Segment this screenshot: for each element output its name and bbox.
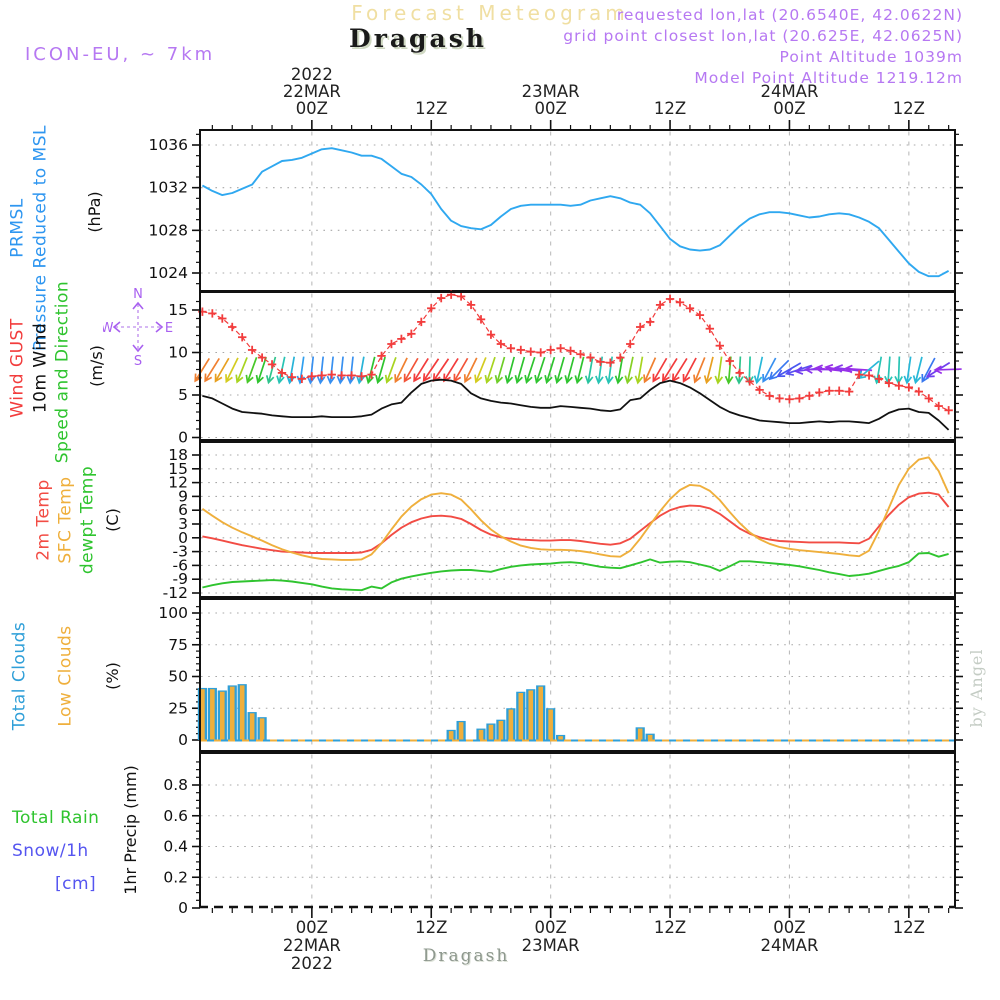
time-label-top: 24MAR — [760, 82, 818, 101]
meta-requested-lonlat: requested lon,lat (20.6540E, 42.0622N) — [616, 6, 963, 24]
snow-unit-label: [cm] — [55, 874, 97, 894]
precipitation-ytick-label: 0.4 — [163, 838, 188, 856]
station-title: Dragash — [349, 24, 487, 53]
time-label-top: 22MAR — [283, 82, 341, 101]
gust-line — [202, 294, 949, 411]
pressure-series-prmsl — [201, 147, 950, 278]
snow-1h-label: Snow/1h — [12, 841, 89, 861]
time-axis: 202222MAR00Z00Z22MAR202212Z12Z23MAR00Z00… — [211, 65, 950, 973]
time-label-top: 12Z — [654, 99, 686, 118]
precipitation-ytick-label: 0.8 — [163, 776, 188, 794]
temperature-ytick-label: 3 — [178, 515, 188, 533]
temperature-ytick-label: -6 — [173, 556, 188, 574]
temperature-ytick-label: 18 — [168, 446, 188, 464]
wind-ytick-label: 5 — [178, 386, 188, 404]
temperature-ytick-label: 15 — [168, 460, 188, 478]
wind-ytick-label: 15 — [168, 301, 188, 319]
credit-watermark: by Angel — [967, 648, 986, 728]
total-rain-label: Total Rain — [12, 808, 100, 828]
temperature-ytick-label: -3 — [173, 543, 188, 561]
wind-10m-label: 10m Wind — [30, 322, 51, 414]
meta-grid-point: grid point closest lon,lat (20.625E, 42.… — [563, 27, 963, 45]
time-label-bottom: 12Z — [415, 918, 447, 937]
temperature-ytick-label: -12 — [163, 584, 188, 602]
wind-panel: 0 5 10 15 — [168, 290, 963, 447]
time-label-top: 12Z — [415, 99, 447, 118]
low-clouds-label: Low Clouds — [55, 625, 76, 727]
time-label-top: 00Z — [534, 99, 566, 118]
temperature-ytick-label: 6 — [178, 501, 188, 519]
pressure-ytick-label: 1024 — [149, 264, 188, 282]
precipitation-ytick-label: 0 — [178, 899, 188, 917]
clouds-axis-unit: (%) — [103, 662, 122, 690]
time-label-bottom: 22MAR — [283, 936, 341, 955]
time-label-bottom: 12Z — [654, 918, 686, 937]
temp-dewpt-label: dewpt Temp — [77, 465, 98, 575]
page-watermark-title: Forecast Meteogram — [351, 1, 629, 25]
meta-point-altitude: Point Altitude 1039m — [779, 48, 963, 66]
cloud-bars — [197, 684, 655, 740]
time-label-bottom: 00Z — [534, 918, 566, 937]
temp-sfc-label: SFC Temp — [55, 476, 76, 564]
precipitation-panel: 0 0.2 0.4 0.6 0.8 — [163, 752, 963, 917]
compass-w: W — [103, 321, 114, 336]
time-label-bottom: 24MAR — [760, 936, 818, 955]
meta-model-point-altitude: Model Point Altitude 1219.12m — [694, 69, 963, 87]
time-label-top: 12Z — [893, 99, 925, 118]
precipitation-ytick-label: 0.6 — [163, 807, 188, 825]
pressure-ytick-label: 1028 — [149, 221, 188, 239]
temperature-series-2m-temp — [202, 491, 950, 554]
pressure-panel-label-prmsl: PRMSL — [7, 198, 28, 258]
temp-2m-label: 2m Temp — [33, 479, 54, 561]
precip-axis-unit: 1hr Precip (mm) — [121, 765, 140, 895]
model-label: ICON-EU, ~ 7km — [25, 44, 216, 65]
compass-e: E — [165, 321, 173, 336]
time-label-bottom: 00Z — [296, 918, 328, 937]
clouds-ytick-label: 75 — [168, 636, 188, 654]
time-label-top: 23MAR — [522, 82, 580, 101]
gust-plus-markers — [198, 290, 953, 415]
clouds-ytick-label: 100 — [158, 604, 188, 622]
time-label-bottom: 00Z — [773, 918, 805, 937]
pressure-ytick-label: 1032 — [149, 179, 188, 197]
footer-station-name: Dragash — [422, 946, 510, 966]
temperature-ytick-label: 9 — [178, 487, 188, 505]
time-label-top: 00Z — [773, 99, 805, 118]
clouds-panel: 0 25 50 75 100 — [158, 598, 963, 752]
clouds-ytick-label: 50 — [168, 668, 188, 686]
wind-ytick-label: 10 — [168, 344, 188, 362]
precipitation-ytick-label: 0.2 — [163, 868, 188, 886]
temperature-ytick-label: -9 — [173, 570, 188, 588]
time-label-bottom: 12Z — [893, 918, 925, 937]
clouds-ytick-label: 0 — [178, 731, 188, 749]
total-clouds-label: Total Clouds — [9, 621, 30, 731]
temp-axis-unit: (C) — [103, 508, 122, 532]
temperature-series-dewpt-temp — [202, 552, 949, 592]
wind-series-10m-wind — [202, 378, 950, 431]
wind-speed-direction-label: Speed and Direction — [52, 280, 73, 464]
wind-gust-label: Wind GUST — [7, 318, 28, 418]
temperature-ytick-label: 12 — [168, 474, 188, 492]
temperature-ytick-label: 0 — [178, 529, 188, 547]
time-label-bottom: 23MAR — [522, 936, 580, 955]
compass-n: N — [133, 288, 143, 302]
compass-s: S — [134, 354, 142, 368]
wind-direction-arrows — [194, 356, 962, 385]
clouds-ytick-label: 25 — [168, 699, 188, 717]
pressure-panel: 1024 1028 1032 1036 — [149, 129, 963, 292]
time-label-bottom: 2022 — [291, 954, 333, 973]
pressure-panel-label-long: Pressure Reduced to MSL — [30, 125, 51, 351]
time-label-top: 2022 — [291, 65, 333, 84]
temperature-series-sfc-temp — [201, 456, 950, 561]
time-label-top: 00Z — [296, 99, 328, 118]
pressure-ytick-label: 1036 — [149, 136, 188, 154]
wind-ytick-label: 0 — [178, 429, 188, 447]
compass-icon: N S W E — [103, 288, 173, 368]
pressure-axis-unit: (hPa) — [85, 191, 104, 233]
